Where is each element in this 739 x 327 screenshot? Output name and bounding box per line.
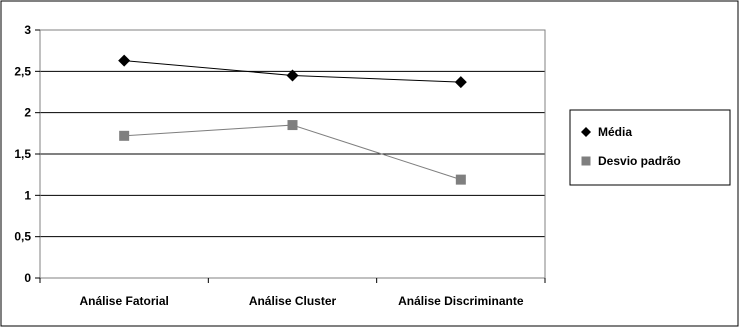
legend-box <box>569 109 731 186</box>
y-tick-label-4: 2 <box>24 106 31 120</box>
legend-marker-0 <box>581 127 591 137</box>
y-tick-label-2: 1 <box>24 188 31 202</box>
legend-marker-1 <box>581 156 591 166</box>
x-category-label-0: Análise Fatorial <box>79 294 168 308</box>
y-axis-ticks: 0 0,5 1 1,5 2 2,5 3 <box>14 23 40 285</box>
point-0-1 <box>286 69 299 82</box>
point-1-2 <box>455 174 466 185</box>
y-tick-label-6: 3 <box>24 23 31 37</box>
y-tick-label-5: 2,5 <box>14 64 31 78</box>
series <box>118 54 467 185</box>
point-1-0 <box>119 130 130 141</box>
x-category-label-1: Análise Cluster <box>249 294 337 308</box>
legend-label-1: Desvio padrão <box>598 154 681 168</box>
x-category-label-2: Análise Discriminante <box>398 294 524 308</box>
point-0-0 <box>118 54 131 67</box>
y-tick-label-0: 0 <box>24 271 31 285</box>
point-0-2 <box>454 76 467 89</box>
y-tick-label-1: 0,5 <box>14 230 31 244</box>
y-tick-label-3: 1,5 <box>14 147 31 161</box>
point-1-1 <box>287 120 298 131</box>
legend: Média Desvio padrão <box>581 125 681 168</box>
legend-label-0: Média <box>598 125 632 139</box>
x-axis-ticks: Análise Fatorial Análise Cluster Análise D… <box>39 278 546 308</box>
